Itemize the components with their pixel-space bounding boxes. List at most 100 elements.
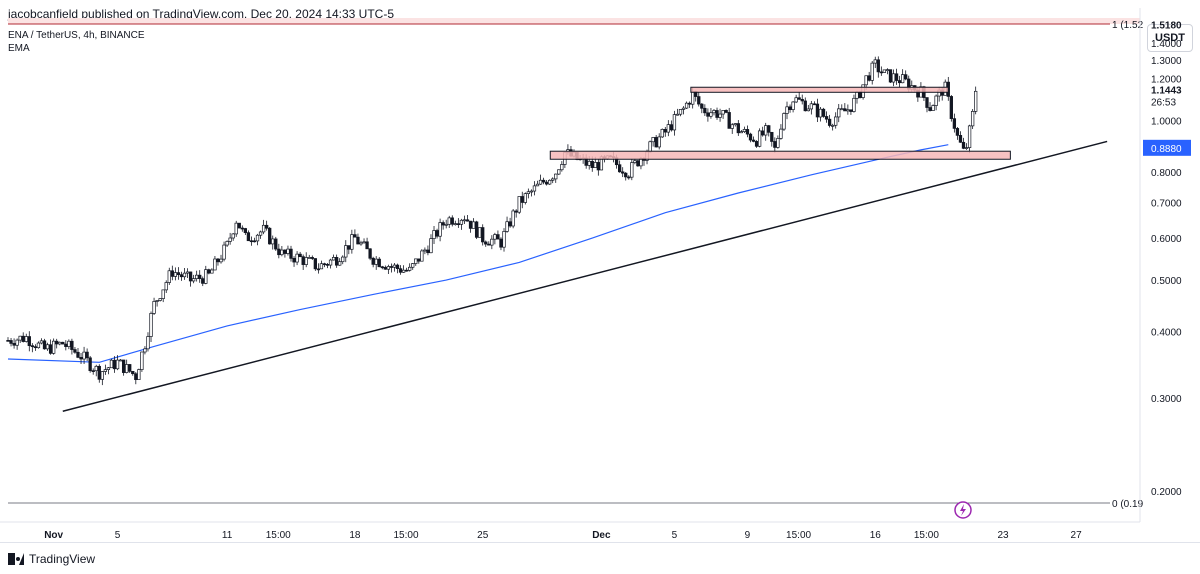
candle-body — [593, 162, 597, 168]
candle-body — [806, 108, 810, 112]
candle-body — [721, 110, 725, 115]
y-tick-label: 0.7000 — [1151, 199, 1182, 210]
candle-body — [879, 71, 883, 74]
candle — [24, 333, 28, 343]
candle — [958, 131, 963, 143]
candle — [529, 189, 534, 197]
candle — [706, 108, 710, 122]
candle-body — [496, 234, 500, 240]
candle — [727, 107, 731, 129]
candle — [115, 355, 120, 371]
candle-body — [450, 217, 454, 225]
candle-body — [535, 183, 540, 187]
candle — [672, 110, 677, 136]
candle — [356, 233, 360, 245]
candle-body — [152, 301, 156, 314]
candle — [228, 232, 232, 245]
candle — [468, 220, 473, 233]
candle — [182, 267, 187, 280]
candle-body — [103, 369, 108, 372]
ema-legend[interactable]: EMA — [8, 43, 30, 54]
candle — [401, 265, 406, 273]
candle — [885, 68, 890, 75]
candle-body — [864, 75, 868, 86]
candle — [806, 105, 810, 112]
candle — [834, 112, 838, 129]
candle-body — [30, 345, 34, 348]
candle-body — [502, 231, 506, 248]
trendline-layer — [62, 140, 1108, 412]
candle — [484, 240, 488, 247]
candle-body — [730, 124, 734, 129]
candle — [882, 69, 887, 73]
candle — [779, 124, 783, 140]
candle — [161, 289, 165, 303]
candle-body — [134, 373, 138, 380]
candle — [240, 225, 244, 232]
candle-body — [404, 269, 409, 272]
candle-body — [633, 160, 637, 163]
candle — [870, 61, 874, 85]
candle — [666, 120, 670, 137]
candle-body — [438, 222, 442, 237]
candle-body — [67, 340, 71, 347]
candle-body — [840, 108, 844, 111]
candle — [520, 191, 524, 209]
candle — [630, 159, 634, 181]
candle — [803, 97, 807, 112]
candle-body — [453, 223, 457, 226]
resistance-zone — [690, 86, 949, 93]
candle — [328, 258, 333, 269]
candle-body — [85, 351, 89, 359]
candle-body — [471, 221, 476, 229]
candle-body — [88, 357, 92, 371]
candle — [64, 340, 68, 351]
candle — [773, 137, 777, 153]
candle — [931, 104, 935, 111]
candle — [554, 173, 558, 183]
candle — [873, 56, 877, 69]
candle-body — [736, 123, 740, 134]
footer-divider — [0, 542, 1200, 543]
candle-body — [365, 241, 369, 250]
candle-body — [523, 193, 527, 203]
candle — [106, 367, 111, 375]
candle-body — [791, 101, 795, 110]
candle-body — [146, 336, 150, 350]
candle — [767, 124, 771, 137]
candle-body — [541, 179, 546, 183]
x-tick-label: 11 — [222, 530, 233, 541]
candle — [280, 246, 284, 257]
candle — [432, 225, 436, 245]
candle — [222, 241, 226, 262]
candle — [82, 346, 86, 365]
publisher-caption: jacobcanfield published on TradingView.c… — [8, 7, 395, 21]
candle-body — [888, 69, 893, 83]
candle-body — [834, 116, 838, 126]
candle — [201, 276, 205, 287]
candle — [15, 338, 19, 350]
chart-icons — [954, 501, 972, 519]
candle — [517, 196, 521, 215]
candle — [365, 237, 369, 250]
candle — [551, 177, 555, 184]
lightning-icon-bolt — [960, 504, 966, 516]
candle — [6, 337, 10, 342]
candle-body — [307, 257, 311, 259]
candle — [255, 233, 260, 246]
candle-body — [18, 335, 22, 341]
candle-body — [42, 340, 47, 350]
candle-body — [824, 116, 829, 120]
candle-body — [398, 268, 403, 273]
candle-body — [383, 267, 387, 270]
candle-body — [849, 109, 853, 112]
candle-body — [821, 108, 826, 117]
candle-body — [164, 282, 168, 291]
symbol-legend[interactable]: ENA / TetherUS, 4h, BINANCE — [8, 30, 145, 41]
currency-button[interactable]: USDT — [1147, 24, 1193, 52]
candle — [617, 160, 622, 173]
candle-body — [544, 181, 549, 185]
tradingview-brand[interactable]: TradingView — [8, 552, 95, 566]
candle — [158, 298, 162, 302]
